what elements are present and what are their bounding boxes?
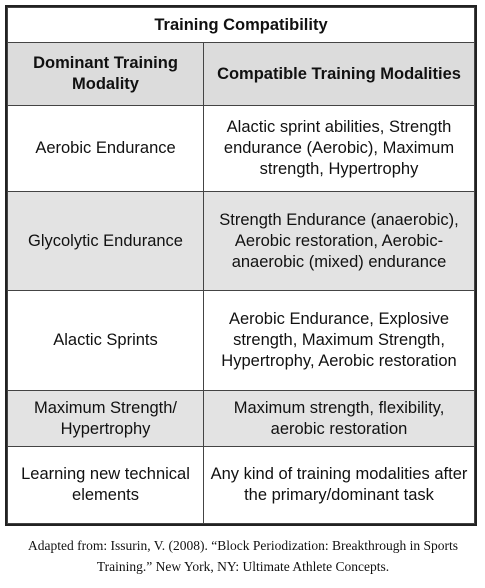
training-compatibility-table-frame: Training Compatibility Dominant Training… <box>5 5 477 526</box>
table-row: Maximum Strength/ Hypertrophy Maximum st… <box>7 390 475 447</box>
column-header-compatible: Compatible Training Modalities <box>203 42 475 106</box>
table-row: Glycolytic Endurance Strength Endurance … <box>7 191 475 291</box>
table-title: Training Compatibility <box>7 7 475 43</box>
dominant-modality-cell: Learning new technical elements <box>7 446 204 524</box>
source-caption: Adapted from: Issurin, V. (2008). “Block… <box>28 538 458 574</box>
compatible-modalities-cell: Any kind of training modalities after th… <box>203 446 475 524</box>
compatible-modalities-cell: Aerobic Endurance, Explosive strength, M… <box>203 290 475 391</box>
dominant-modality-cell: Alactic Sprints <box>7 290 204 391</box>
training-compatibility-table: Training Compatibility Dominant Training… <box>7 7 475 524</box>
compatible-modalities-cell: Strength Endurance (anaerobic), Aerobic … <box>203 191 475 291</box>
compatible-modalities-cell: Maximum strength, flexibility, aerobic r… <box>203 390 475 447</box>
dominant-modality-cell: Aerobic Endurance <box>7 105 204 192</box>
dominant-modality-cell: Maximum Strength/ Hypertrophy <box>7 390 204 447</box>
dominant-modality-cell: Glycolytic Endurance <box>7 191 204 291</box>
table-row: Alactic Sprints Aerobic Endurance, Explo… <box>7 290 475 391</box>
table-row: Aerobic Endurance Alactic sprint abiliti… <box>7 105 475 192</box>
column-header-dominant: Dominant Training Modality <box>7 42 204 106</box>
compatible-modalities-cell: Alactic sprint abilities, Strength endur… <box>203 105 475 192</box>
table-row: Learning new technical elements Any kind… <box>7 446 475 524</box>
